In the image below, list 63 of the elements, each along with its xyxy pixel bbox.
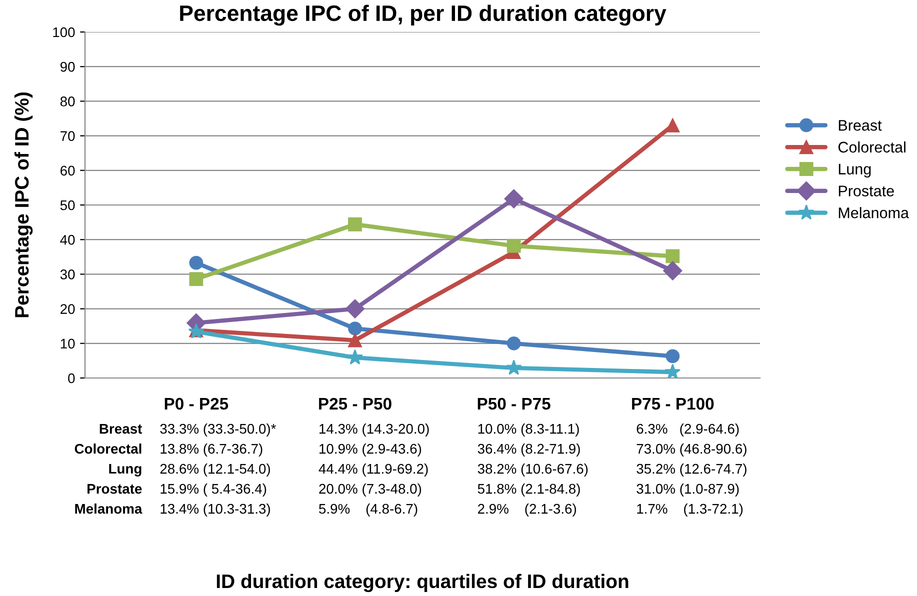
y-tick-label: 90 <box>60 62 75 72</box>
legend-label: Breast <box>838 120 882 131</box>
data-label: 38.2% (10.6-67.6) <box>478 464 588 476</box>
point <box>345 299 365 318</box>
x-tick-label: P75 - P100 <box>632 398 714 410</box>
x-tick-label: P25 - P50 <box>319 398 392 410</box>
y-tick-label: 30 <box>60 270 75 280</box>
data-label: 13.8% (6.7-36.7) <box>160 444 262 456</box>
y-tick-label: 70 <box>60 131 75 141</box>
point <box>506 336 521 350</box>
data-label: 28.6% (12.1-54.0) <box>160 464 270 476</box>
data-label: 73.0% (46.8-90.6) <box>636 444 746 456</box>
text: Melanoma <box>75 504 142 514</box>
y-tick-label: 100 <box>53 27 75 38</box>
point <box>189 272 204 286</box>
legend-label: Colorectal <box>838 141 906 153</box>
data-label: 14.3% (14.3-20.0) <box>320 424 429 436</box>
text: Colorectal <box>74 444 142 454</box>
y-tick-label: 50 <box>60 200 75 210</box>
y-axis-title: Percentage IPC of ID (%) <box>14 92 33 318</box>
point <box>504 189 524 208</box>
y-tick-label: 40 <box>60 234 75 245</box>
data-label: 20.0% (7.3-48.0) <box>319 484 422 496</box>
legend-label: Lung <box>838 164 871 178</box>
data-label: 10.0% (8.3-11.1) <box>478 424 579 436</box>
point <box>189 256 204 270</box>
data-label: 44.4% (11.9-69.2) <box>318 464 428 476</box>
y-tick-label: 80 <box>60 96 75 106</box>
y-tick-label: 20 <box>60 304 75 314</box>
point <box>666 249 680 264</box>
data-label: 5.9% (4.8-6.7) <box>319 504 418 516</box>
legend-label: Melanoma <box>838 207 909 218</box>
point <box>348 217 362 232</box>
legend-label: Prostate <box>838 186 894 196</box>
data-label: 33.3% (33.3-50.0)* <box>160 424 276 436</box>
point <box>663 261 682 280</box>
data-label: 51.8% (2.1-84.8) <box>478 484 580 496</box>
data-label: 31.0% (1.0-87.9) <box>636 484 739 496</box>
point <box>506 238 521 253</box>
y-tick-label: 10 <box>60 338 75 349</box>
data-label: 36.4% (8.2-71.9) <box>478 444 580 456</box>
data-label: 15.9% ( 5.4-36.4) <box>160 484 266 496</box>
text: Breast <box>100 424 142 434</box>
point <box>506 360 522 375</box>
data-label: 13.4% (10.3-31.3) <box>160 504 270 516</box>
point <box>348 322 362 336</box>
point <box>666 118 680 132</box>
text: ID duration category: quartiles of ID duration <box>216 574 628 592</box>
point <box>664 364 681 378</box>
text: Prostate <box>88 484 142 494</box>
data-label: 2.9% (2.1-3.6) <box>478 504 576 516</box>
y-tick-label: 60 <box>60 166 75 176</box>
chart-title: Percentage IPC of ID, per ID duration category <box>180 4 666 26</box>
data-label: 35.2% (12.6-74.7) <box>636 464 746 476</box>
data-label: 1.7% (1.3-72.1) <box>637 504 743 516</box>
data-label: 10.9% (2.9-43.6) <box>320 444 422 456</box>
y-tick-label: 0 <box>68 373 75 384</box>
point <box>666 349 680 364</box>
x-tick-label: P0 - P25 <box>164 398 228 410</box>
point <box>348 333 362 348</box>
x-tick-label: P50 - P75 <box>478 398 550 410</box>
text: Lung <box>109 464 142 476</box>
data-label: 6.3% (2.9-64.6) <box>636 424 739 436</box>
